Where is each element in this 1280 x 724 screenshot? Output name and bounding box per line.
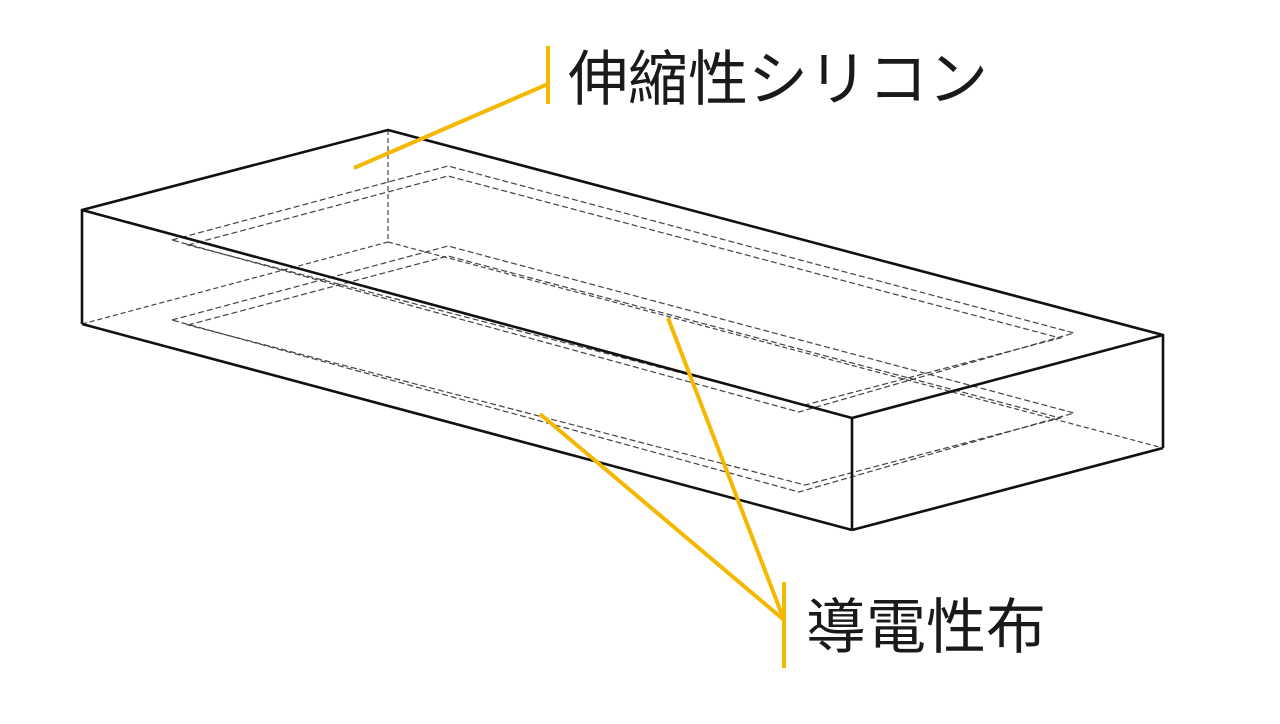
upper-fabric-inner	[185, 175, 1063, 406]
box-top-face	[80, 128, 1165, 420]
lower-fabric-outer	[169, 245, 1077, 493]
visible-box-edges	[80, 128, 1165, 532]
upper-fabric-layer	[169, 165, 1077, 413]
hidden-bottom-back-edge	[81, 241, 389, 325]
box-side-bottom-edge	[851, 446, 1164, 532]
lower-fabric-inner	[185, 255, 1063, 486]
label-conductive-fabric: 導電性布	[806, 593, 1046, 663]
fabric-leader-line-lower	[538, 412, 786, 622]
lower-fabric-layer	[169, 245, 1077, 493]
hidden-bottom-right-edge	[387, 241, 1164, 449]
upper-fabric-outer	[169, 165, 1077, 413]
silicone-leader-line	[353, 82, 549, 170]
label-stretchable-silicone: 伸縮性シリコン	[568, 45, 988, 115]
fabric-leader-line-upper	[666, 317, 786, 621]
hidden-box-edges	[81, 130, 1164, 449]
box-front-bottom-edge	[81, 322, 853, 532]
leader-lines	[353, 46, 786, 668]
